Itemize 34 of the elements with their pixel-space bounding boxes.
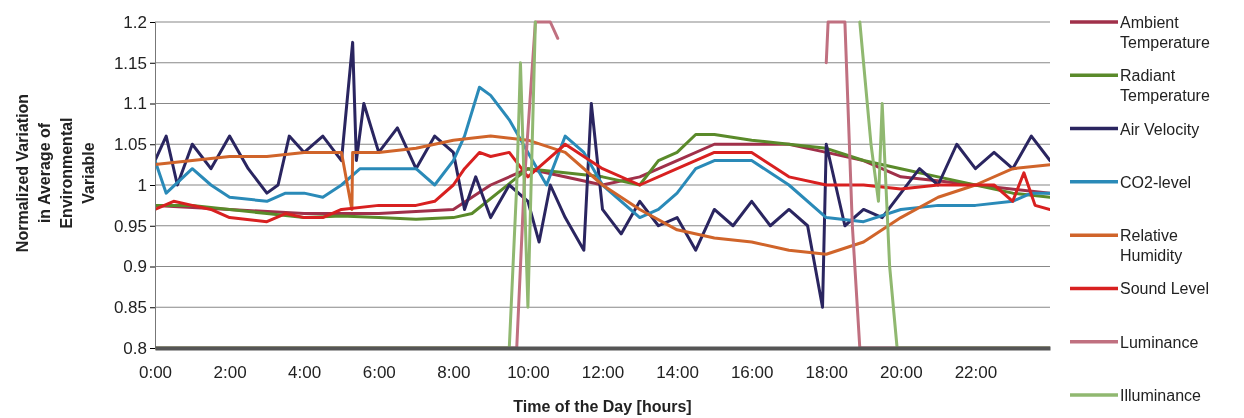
legend-label: Illuminance bbox=[1120, 387, 1202, 404]
line-series bbox=[155, 134, 1050, 256]
x-tick-label: 20:00 bbox=[880, 363, 923, 383]
x-tick-label: 22:00 bbox=[954, 363, 998, 383]
x-tick-label: 4:00 bbox=[288, 363, 322, 383]
line-series bbox=[155, 85, 1050, 224]
y-tick-label: 1.1 bbox=[123, 94, 147, 114]
legend-label: Luminance bbox=[1120, 333, 1199, 351]
x-tick-label: 6:00 bbox=[362, 363, 396, 383]
x-tick-label: 12:00 bbox=[581, 363, 625, 383]
y-tick-label: 1.15 bbox=[113, 53, 147, 73]
legend-label: Air Velocity bbox=[1120, 120, 1200, 138]
x-tick-label: 8:00 bbox=[437, 363, 471, 383]
x-tick-label: 10:00 bbox=[507, 363, 550, 383]
legend-label: Ambient Temperature bbox=[1120, 14, 1210, 51]
line-series bbox=[155, 40, 1050, 309]
y-tick-label: 1 bbox=[137, 175, 147, 195]
y-tick-label: 1.2 bbox=[123, 12, 147, 32]
y-tick-label: 0.8 bbox=[123, 338, 147, 358]
y-tick-label: 0.95 bbox=[113, 216, 147, 236]
legend-label: Sound Level bbox=[1120, 280, 1209, 298]
x-tick-label: 0:00 bbox=[138, 363, 173, 383]
x-axis-title: Time of the Day [hours] bbox=[513, 398, 692, 415]
legend-label: CO2-level bbox=[1120, 173, 1192, 191]
y-tick-label: 0.85 bbox=[113, 298, 147, 318]
x-tick-label: 18:00 bbox=[805, 363, 849, 383]
y-tick-label: 1.05 bbox=[113, 135, 147, 155]
x-tick-label: 2:00 bbox=[213, 363, 247, 383]
x-tick-label: 14:00 bbox=[656, 363, 699, 383]
y-tick-label: 0.9 bbox=[123, 257, 147, 277]
legend-label: Relative Humidity bbox=[1120, 227, 1183, 265]
y-axis-title: Normalized Variation in Average of Environmental Variable bbox=[14, 93, 97, 253]
legend-label: Radiant Temperature bbox=[1120, 67, 1210, 105]
x-tick-label: 16:00 bbox=[730, 363, 774, 383]
